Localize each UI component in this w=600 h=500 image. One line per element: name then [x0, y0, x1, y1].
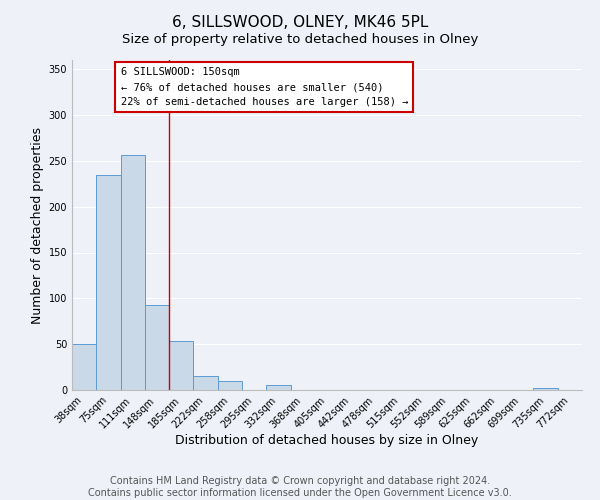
Bar	[533, 388, 558, 390]
Y-axis label: Number of detached properties: Number of detached properties	[31, 126, 44, 324]
Text: 6, SILLSWOOD, OLNEY, MK46 5PL: 6, SILLSWOOD, OLNEY, MK46 5PL	[172, 15, 428, 30]
X-axis label: Distribution of detached houses by size in Olney: Distribution of detached houses by size …	[175, 434, 479, 447]
Bar	[193, 376, 218, 390]
Bar	[72, 344, 96, 390]
Bar	[96, 174, 121, 390]
Bar	[266, 386, 290, 390]
Bar	[218, 381, 242, 390]
Bar	[169, 340, 193, 390]
Text: 6 SILLSWOOD: 150sqm
← 76% of detached houses are smaller (540)
22% of semi-detac: 6 SILLSWOOD: 150sqm ← 76% of detached ho…	[121, 68, 408, 107]
Text: Contains HM Land Registry data © Crown copyright and database right 2024.
Contai: Contains HM Land Registry data © Crown c…	[88, 476, 512, 498]
Text: Size of property relative to detached houses in Olney: Size of property relative to detached ho…	[122, 32, 478, 46]
Bar	[121, 156, 145, 390]
Bar	[145, 304, 169, 390]
